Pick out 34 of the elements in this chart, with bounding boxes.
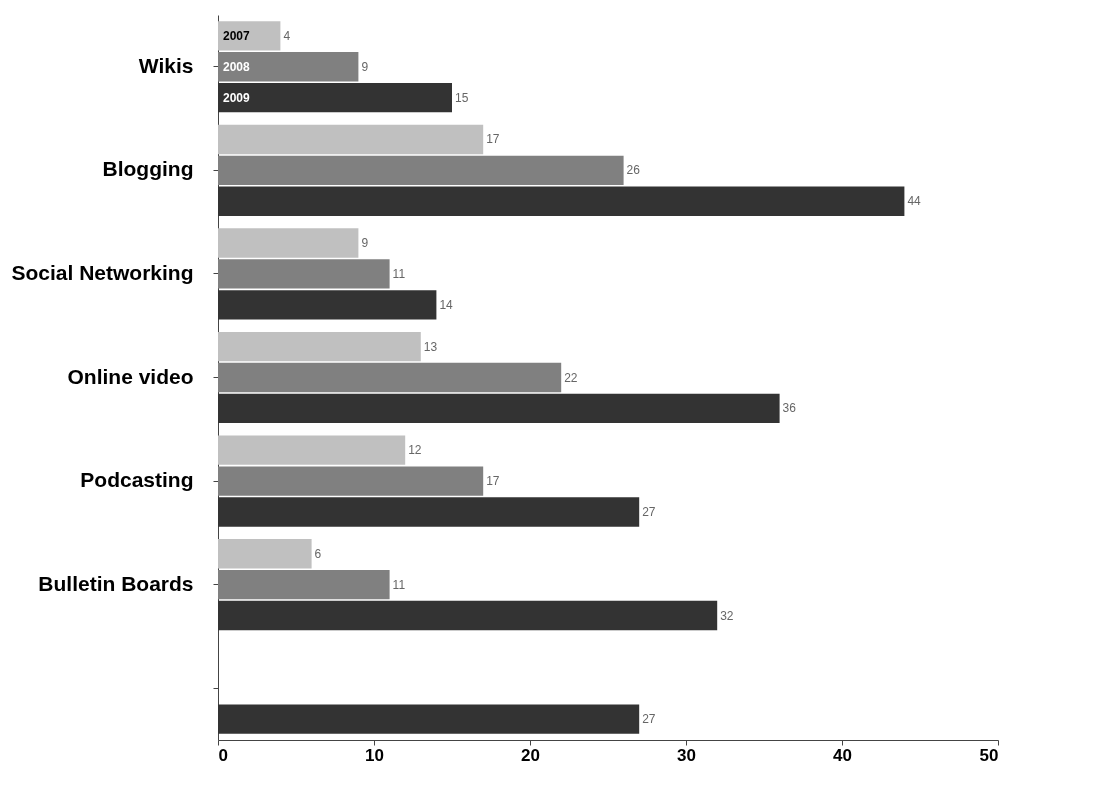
x-tick-label: 10 bbox=[365, 745, 384, 765]
data-label: 17 bbox=[486, 474, 500, 489]
data-label: 27 bbox=[642, 712, 656, 727]
y-tick-label: Blogging bbox=[102, 157, 194, 181]
data-label: 6 bbox=[314, 546, 322, 561]
series-label: 2009 bbox=[223, 90, 251, 105]
data-label: 36 bbox=[782, 401, 797, 416]
y-tick-label: Social Networking bbox=[11, 260, 194, 284]
x-tick-label: 40 bbox=[833, 745, 852, 765]
data-label: 4 bbox=[283, 28, 291, 43]
x-tick-label: 20 bbox=[521, 745, 540, 765]
x-tick-label: 0 bbox=[218, 745, 228, 765]
series-label: 2007 bbox=[223, 28, 251, 43]
y-tick-label: Bulletin Boards bbox=[38, 571, 194, 595]
data-label: 44 bbox=[907, 194, 922, 209]
y-tick-label: Wikis bbox=[138, 53, 194, 77]
data-label: 9 bbox=[361, 59, 369, 74]
data-label: 12 bbox=[408, 443, 422, 458]
data-label: 14 bbox=[439, 297, 454, 312]
data-label: 32 bbox=[720, 608, 734, 623]
data-label: 22 bbox=[564, 370, 578, 385]
data-label: 9 bbox=[361, 236, 369, 251]
data-label: 17 bbox=[486, 132, 500, 147]
data-label: 11 bbox=[392, 266, 406, 281]
x-tick-label: 30 bbox=[677, 745, 696, 765]
y-tick-label: Online video bbox=[67, 364, 194, 388]
series-label: 2008 bbox=[223, 59, 251, 74]
data-label: 13 bbox=[423, 339, 438, 354]
y-tick-label: Podcasting bbox=[80, 468, 194, 492]
data-label: 26 bbox=[626, 163, 641, 178]
data-label: 11 bbox=[392, 577, 406, 592]
data-label: 15 bbox=[455, 90, 469, 105]
x-tick-label: 50 bbox=[979, 745, 999, 765]
data-label: 27 bbox=[642, 504, 656, 519]
